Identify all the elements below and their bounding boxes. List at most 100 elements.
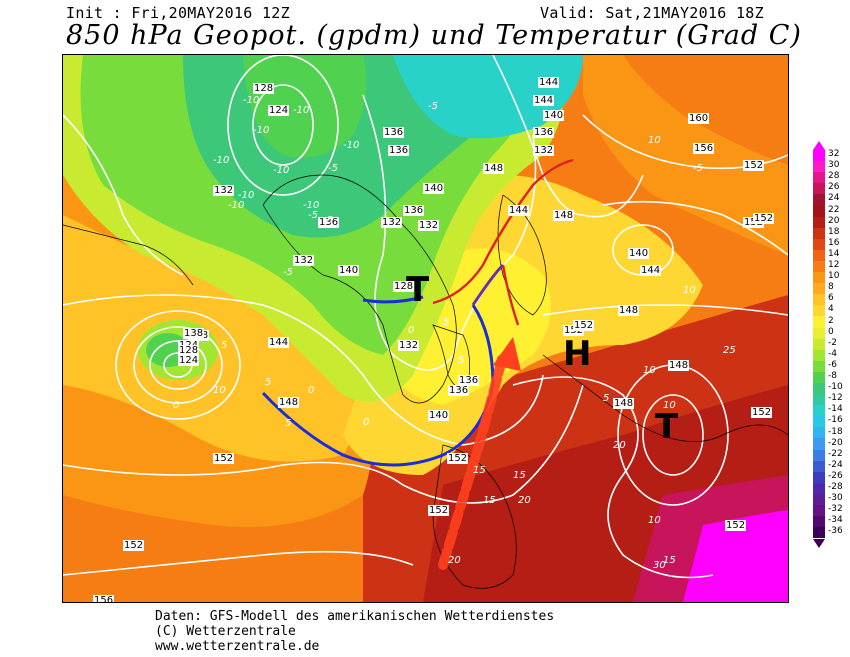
legend-value: -20 <box>828 437 843 448</box>
cold-front-north <box>362 295 424 304</box>
geopotential-label: 136 <box>383 127 405 138</box>
temperature-label: 15 <box>663 555 676 566</box>
legend-swatch <box>813 194 825 206</box>
geopotential-label: 136 <box>318 217 340 228</box>
geopotential-label: 140 <box>428 410 450 421</box>
legend-swatch <box>813 161 825 173</box>
legend-swatch <box>813 449 825 461</box>
temperature-label: -5 <box>693 163 703 174</box>
temperature-label: 20 <box>613 440 626 451</box>
geopotential-label: 136 <box>388 145 410 156</box>
legend-swatch <box>813 216 825 228</box>
legend-swatch <box>813 205 825 217</box>
temperature-label: 0 <box>308 385 315 396</box>
temperature-label: -5 <box>283 267 293 278</box>
legend-value: 20 <box>828 215 840 226</box>
geopotential-label: 144 <box>538 77 560 88</box>
legend-swatch <box>813 427 825 439</box>
temperature-label: -10 <box>293 105 310 116</box>
legend-value: 2 <box>828 315 834 326</box>
legend-swatch <box>813 471 825 483</box>
legend-value: -10 <box>828 382 843 393</box>
legend-swatch <box>813 272 825 284</box>
legend-swatch <box>813 416 825 428</box>
geopotential-label: 152 <box>213 453 235 464</box>
temperature-label: 5 <box>458 355 465 366</box>
legend-swatch <box>813 294 825 306</box>
legend-value: -2 <box>828 337 837 348</box>
legend-value: -4 <box>828 348 837 359</box>
legend-swatch <box>813 338 825 350</box>
geopotential-isolines <box>63 55 788 579</box>
geopotential-label: 124 <box>268 105 290 116</box>
legend-value: -18 <box>828 426 843 437</box>
geopotential-label: 132 <box>381 217 403 228</box>
temperature-label: -10 <box>238 190 255 201</box>
legend-swatch <box>813 305 825 317</box>
geopotential-label: 132 <box>533 145 555 156</box>
legend-swatch <box>813 172 825 184</box>
legend-swatch <box>813 460 825 472</box>
geopotential-label: 132 <box>293 255 315 266</box>
geopotential-label: 144 <box>268 337 290 348</box>
temperature-label: 10 <box>213 385 226 396</box>
warm-air-arrowhead <box>493 337 521 371</box>
legend-value: -30 <box>828 493 843 504</box>
legend-swatch <box>813 316 825 328</box>
warm-front <box>432 158 574 305</box>
init-time: Init : Fri,20MAY2016 12Z <box>66 4 290 22</box>
temperature-label: 10 <box>643 365 656 376</box>
temperature-label: -10 <box>213 155 230 166</box>
temperature-label: 25 <box>723 345 736 356</box>
temperature-label: 15 <box>483 495 496 506</box>
temperature-label: 30 <box>653 560 666 571</box>
legend-swatch <box>813 394 825 406</box>
warm-air-arrow <box>438 350 508 570</box>
geopotential-label: 148 <box>553 210 575 221</box>
geopotential-label: 152 <box>743 160 765 171</box>
legend-value: 24 <box>828 193 840 204</box>
geopotential-label: 152 <box>428 505 450 516</box>
legend-swatch <box>813 249 825 261</box>
legend-swatch <box>813 150 825 162</box>
geopotential-label: 128 <box>393 281 415 292</box>
geopotential-label: 152 <box>753 213 775 224</box>
color-legend <box>813 150 825 539</box>
temperature-label: 20 <box>518 495 531 506</box>
legend-swatch <box>813 505 825 517</box>
high-pressure-central: H <box>563 334 592 374</box>
geopotential-label: 152 <box>573 320 595 331</box>
temperature-label: -10 <box>253 125 270 136</box>
legend-swatch <box>813 260 825 273</box>
geopotential-label: 136 <box>448 385 470 396</box>
footer-source: Daten: GFS-Modell des amerikanischen Wet… <box>155 609 555 624</box>
occluded-front <box>471 263 505 306</box>
geopotential-label: 148 <box>618 305 640 316</box>
temperature-label: 15 <box>473 465 486 476</box>
legend-value: 26 <box>828 182 840 193</box>
legend-swatch <box>813 493 825 505</box>
chart-title: 850 hPa Geopot. (gpdm) und Temperatur (G… <box>66 20 802 51</box>
temperature-label: 10 <box>648 515 661 526</box>
legend-value: -22 <box>828 448 843 459</box>
geopotential-label: 144 <box>640 265 662 276</box>
footer-url: www.wetterzentrale.de <box>155 639 320 654</box>
legend-value: -24 <box>828 459 843 470</box>
legend-value: 4 <box>828 304 834 315</box>
legend-value: 10 <box>828 271 840 282</box>
temperature-label: -5 <box>308 210 318 221</box>
temperature-label: 10 <box>648 135 661 146</box>
temperature-label: 5 <box>443 317 450 328</box>
geopotential-label: 124 <box>178 355 200 366</box>
temperature-label: 20 <box>448 555 461 566</box>
geopotential-label: 132 <box>213 185 235 196</box>
temperature-label: 5 <box>265 377 272 388</box>
legend-value: 32 <box>828 149 840 159</box>
legend-value: 16 <box>828 237 840 248</box>
legend-swatch <box>813 371 825 383</box>
geopotential-label: 148 <box>668 360 690 371</box>
geopotential-label: 136 <box>533 127 555 138</box>
geopotential-label: 144 <box>508 205 530 216</box>
legend-value: -36 <box>828 526 843 537</box>
legend-swatch <box>813 327 825 339</box>
